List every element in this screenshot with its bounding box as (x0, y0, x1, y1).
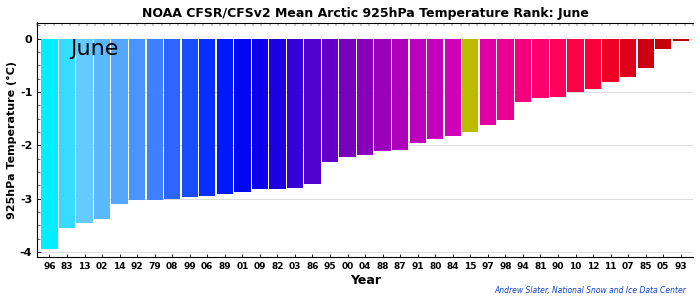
Bar (620, 38, 636, 77)
Bar (374, 38, 391, 151)
X-axis label: Year: Year (349, 274, 381, 287)
Bar (146, 38, 163, 200)
Bar (59, 38, 75, 228)
Title: NOAA CFSR/CFSv2 Mean Arctic 925hPa Temperature Rank: June: NOAA CFSR/CFSv2 Mean Arctic 925hPa Tempe… (141, 7, 589, 20)
Bar (585, 38, 601, 89)
Bar (655, 38, 671, 49)
Text: Andrew Slater, National Snow and Ice Data Center: Andrew Slater, National Snow and Ice Dat… (494, 286, 686, 296)
Bar (304, 38, 321, 184)
Bar (287, 38, 303, 188)
Bar (550, 38, 566, 97)
Bar (41, 38, 57, 249)
Bar (480, 38, 496, 125)
Bar (603, 38, 619, 82)
Bar (164, 38, 181, 199)
Bar (129, 38, 146, 200)
Bar (340, 38, 356, 157)
Bar (217, 38, 233, 194)
Bar (252, 38, 268, 189)
Bar (76, 38, 92, 223)
Bar (673, 38, 689, 41)
Bar (638, 38, 654, 68)
Bar (497, 38, 514, 120)
Bar (234, 38, 251, 192)
Bar (427, 38, 443, 139)
Bar (94, 38, 110, 219)
Bar (199, 38, 216, 196)
Bar (357, 38, 373, 155)
Bar (270, 38, 286, 189)
Bar (181, 38, 198, 197)
Bar (111, 38, 127, 204)
Bar (514, 38, 531, 101)
Bar (410, 38, 426, 142)
Bar (532, 38, 549, 98)
Text: June: June (70, 39, 118, 59)
Bar (568, 38, 584, 92)
Bar (444, 38, 461, 136)
Bar (392, 38, 408, 150)
Bar (462, 38, 479, 132)
Y-axis label: 925hPa Temperature (°C): 925hPa Temperature (°C) (7, 61, 17, 219)
Bar (322, 38, 338, 162)
